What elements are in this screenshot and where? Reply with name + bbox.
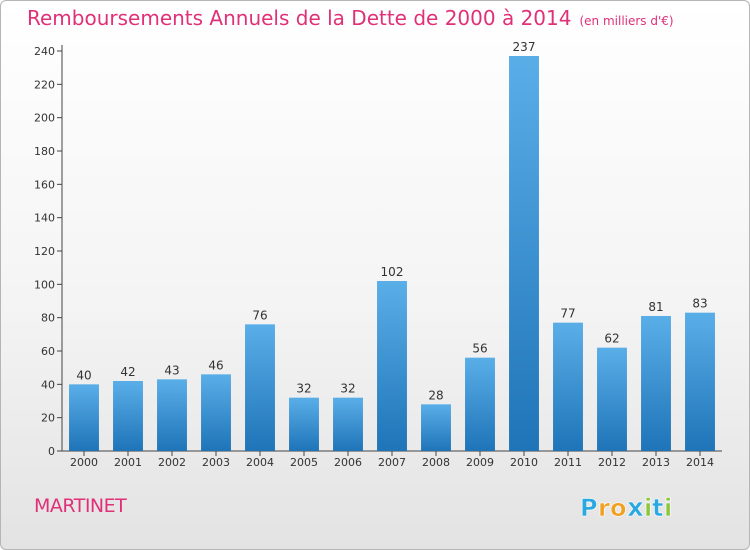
chart-title: Remboursements Annuels de la Dette de 20… xyxy=(27,6,674,30)
x-tick-label: 2012 xyxy=(598,456,626,469)
bar-value-label: 102 xyxy=(381,265,404,279)
logo-letter: t xyxy=(652,494,663,522)
bar-2007 xyxy=(377,281,407,451)
logo-letter: P xyxy=(580,494,598,522)
bar-value-label: 83 xyxy=(692,297,707,311)
x-tick-label: 2004 xyxy=(246,456,274,469)
bar-value-label: 42 xyxy=(120,365,135,379)
bar-value-label: 40 xyxy=(76,368,91,382)
x-tick-label: 2000 xyxy=(70,456,98,469)
chart-unit-note: (en milliers d'€) xyxy=(579,14,674,28)
y-tick-label: 60 xyxy=(41,345,55,358)
x-tick-label: 2006 xyxy=(334,456,362,469)
bar-value-label: 62 xyxy=(604,332,619,346)
bar-2004 xyxy=(245,324,275,451)
bar-value-label: 77 xyxy=(560,307,575,321)
x-tick-label: 2003 xyxy=(202,456,230,469)
bar-2011 xyxy=(553,322,583,451)
x-tick-label: 2010 xyxy=(510,456,538,469)
bar-value-label: 56 xyxy=(472,342,487,356)
bar-value-label: 32 xyxy=(296,382,311,396)
bar-2010 xyxy=(509,56,539,451)
bar-2006 xyxy=(333,397,363,451)
chart-bars xyxy=(69,56,715,451)
bar-value-label: 32 xyxy=(340,382,355,396)
bar-value-label: 43 xyxy=(164,363,179,377)
bar-2000 xyxy=(69,384,99,451)
x-tick-label: 2007 xyxy=(378,456,406,469)
y-tick-label: 100 xyxy=(34,278,55,291)
y-tick-label: 180 xyxy=(34,145,55,158)
logo-letter: r xyxy=(598,494,610,522)
logo-letter: i xyxy=(644,494,652,522)
y-tick-label: 20 xyxy=(41,412,55,425)
x-tick-label: 2011 xyxy=(554,456,582,469)
x-tick-label: 2002 xyxy=(158,456,186,469)
y-tick-label: 140 xyxy=(34,212,55,225)
y-tick-label: 80 xyxy=(41,312,55,325)
x-tick-label: 2001 xyxy=(114,456,142,469)
bar-2002 xyxy=(157,379,187,451)
bar-value-label: 46 xyxy=(208,358,223,372)
y-tick-label: 40 xyxy=(41,378,55,391)
x-tick-label: 2009 xyxy=(466,456,494,469)
bar-value-label: 76 xyxy=(252,308,267,322)
bar-value-label: 237 xyxy=(513,40,536,54)
bar-value-label: 81 xyxy=(648,300,663,314)
y-tick-label: 200 xyxy=(34,112,55,125)
chart-data-labels: 40 42 43 46 76 32 32 102 28 56 237 77 62 81 83 xyxy=(76,40,707,402)
y-tick-label: 120 xyxy=(34,245,55,258)
bar-2014 xyxy=(685,312,715,451)
bar-2009 xyxy=(465,357,495,451)
bar-2013 xyxy=(641,316,671,451)
x-tick-label: 2005 xyxy=(290,456,318,469)
y-tick-label: 220 xyxy=(34,78,55,91)
x-tick-label: 2008 xyxy=(422,456,450,469)
bar-2003 xyxy=(201,374,231,451)
chart-title-text: Remboursements Annuels de la Dette de 20… xyxy=(27,6,572,30)
y-tick-label: 160 xyxy=(34,178,55,191)
y-tick-label: 240 xyxy=(34,45,55,58)
bar-2001 xyxy=(113,381,143,451)
bar-value-label: 28 xyxy=(428,388,443,402)
y-tick-label: 0 xyxy=(48,445,55,458)
commune-name: MARTINET xyxy=(34,495,127,517)
logo-letter: x xyxy=(627,493,644,523)
bar-2012 xyxy=(597,347,627,451)
bar-2005 xyxy=(289,397,319,451)
logo-letter: i xyxy=(664,494,672,522)
x-tick-label: 2014 xyxy=(686,456,714,469)
bar-2008 xyxy=(421,404,451,451)
x-tick-label: 2013 xyxy=(642,456,670,469)
logo-letter: o xyxy=(610,494,627,522)
